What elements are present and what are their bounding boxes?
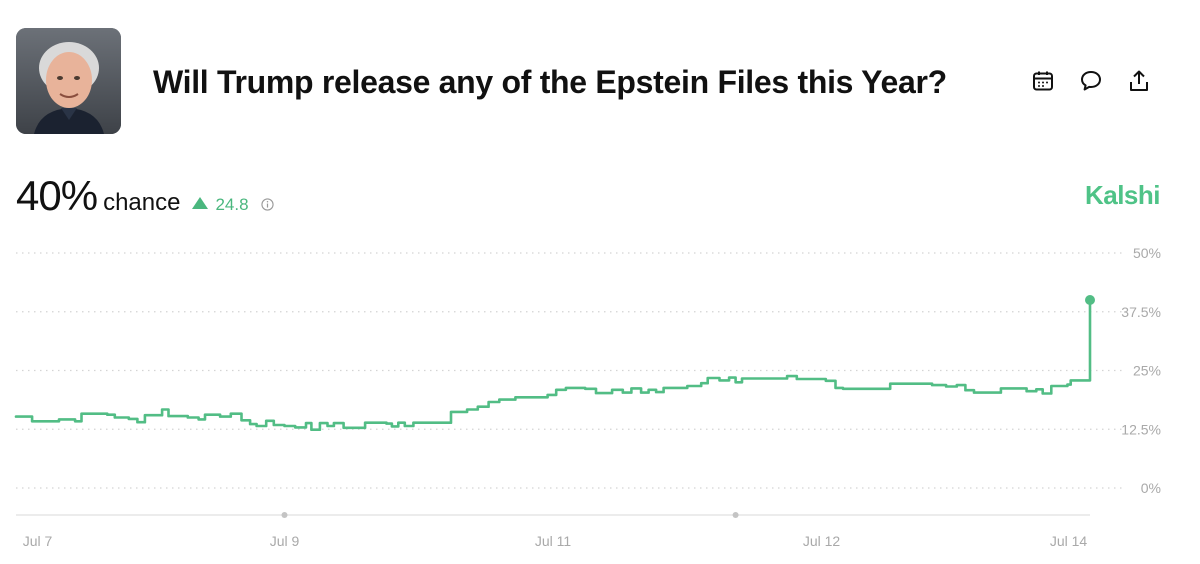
chance-label: chance: [103, 189, 181, 216]
chance-delta: 24.8: [192, 195, 249, 215]
x-tick-label: Jul 12: [803, 533, 841, 549]
y-tick-label: 50%: [1133, 245, 1161, 261]
calendar-button[interactable]: [1030, 66, 1056, 96]
comment-icon: [1081, 71, 1101, 91]
header-actions: [1030, 66, 1152, 96]
share-button[interactable]: [1126, 66, 1152, 96]
x-tick-label: Jul 11: [535, 533, 572, 549]
triangle-up-icon: [192, 197, 209, 209]
price-chart[interactable]: 0% 12.5% 25% 37.5% 50% Jul 7 Jul 9 Jul 11 Jul 12…: [0, 230, 1200, 564]
probability-summary: 40% chance 24.8: [16, 172, 274, 219]
market-title: Will Trump release any of the Epstein Fi…: [153, 64, 947, 100]
calendar-icon: [1033, 71, 1053, 91]
series-endpoint: [1085, 295, 1095, 305]
share-icon: [1130, 70, 1148, 91]
info-icon[interactable]: [260, 198, 274, 211]
market-avatar: [16, 28, 121, 134]
x-axis-marker: [281, 512, 288, 518]
x-tick-label: Jul 7: [23, 533, 53, 549]
chance-delta-value: 24.8: [215, 195, 249, 214]
x-tick-label: Jul 14: [1050, 533, 1088, 549]
y-tick-label: 0%: [1141, 480, 1161, 496]
y-tick-label: 37.5%: [1121, 304, 1161, 320]
portrait-image: [16, 28, 121, 134]
brand-logo: Kalshi: [1084, 180, 1161, 210]
x-axis-marker: [732, 512, 739, 518]
series-line: [14, 298, 1092, 431]
y-tick-label: 25%: [1133, 363, 1161, 379]
y-tick-label: 12.5%: [1121, 421, 1161, 437]
chance-value: 40%: [16, 172, 98, 219]
x-tick-label: Jul 9: [270, 533, 300, 549]
comment-button[interactable]: [1078, 66, 1104, 96]
